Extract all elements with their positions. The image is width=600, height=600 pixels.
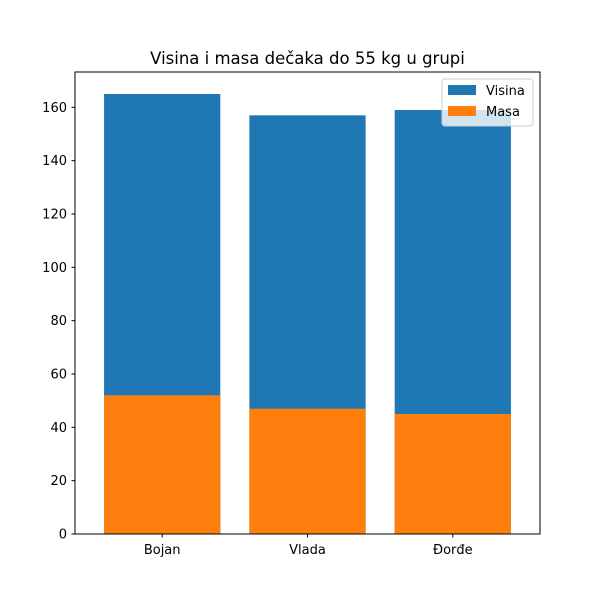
- y-tick-label: 60: [50, 368, 67, 383]
- x-axis: Bojan Vlada Đorđe: [144, 534, 473, 558]
- bar-masa-1: [104, 395, 221, 534]
- y-tick-label: 20: [50, 474, 67, 489]
- legend-swatch-masa: [448, 106, 476, 116]
- y-tick-label: 80: [50, 314, 67, 329]
- x-tick-label: Vlada: [289, 543, 326, 558]
- x-tick-label: Bojan: [144, 543, 181, 558]
- y-tick-label: 160: [42, 101, 67, 116]
- x-tick-label: Đorđe: [433, 543, 473, 558]
- y-tick-label: 120: [42, 208, 67, 223]
- y-axis: 0 20 40 60 80 100 120 140 160: [42, 101, 75, 543]
- y-tick-label: 0: [59, 528, 67, 543]
- plot-frame: [74, 71, 541, 535]
- legend-label-masa: Masa: [486, 105, 520, 120]
- y-tick-label: 100: [42, 261, 67, 276]
- y-tick-label: 40: [50, 421, 67, 436]
- legend-label-visina: Visina: [486, 84, 525, 99]
- bar-masa-3: [394, 414, 511, 534]
- bars-layer: [104, 94, 511, 534]
- legend: Visina Masa: [441, 78, 534, 127]
- legend-swatch-visina: [448, 85, 476, 95]
- y-tick-label: 140: [42, 154, 67, 169]
- chart-title: Visina i masa dečaka do 55 kg u grupi: [150, 49, 465, 68]
- bar-masa-2: [249, 408, 366, 534]
